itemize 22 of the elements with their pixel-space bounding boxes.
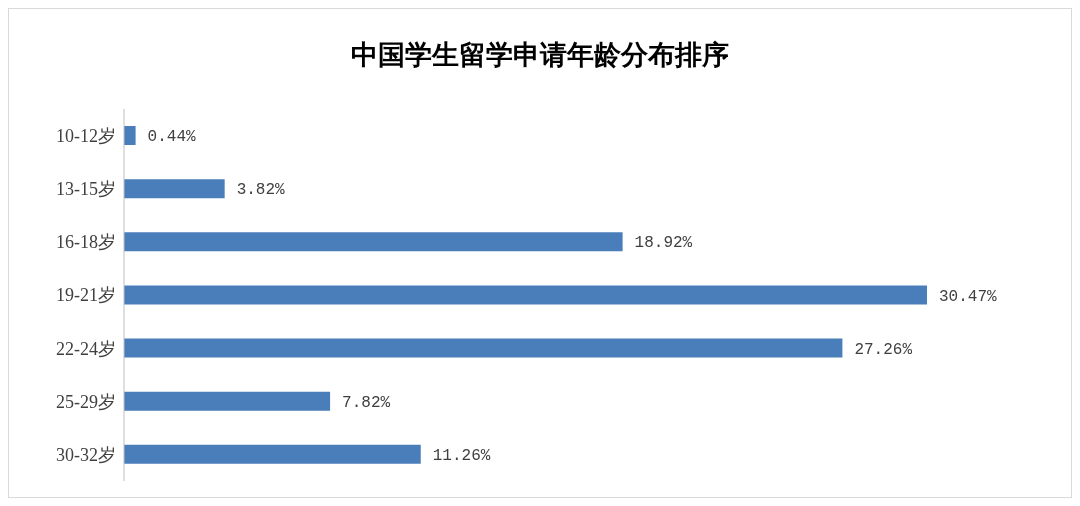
data-label: 3.82% [236, 181, 286, 200]
data-label: 7.82% [342, 393, 391, 412]
data-label: 0.44% [147, 128, 196, 147]
data-label: 11.26% [432, 447, 491, 466]
bar [124, 179, 225, 199]
chart-title: 中国学生留学申请年龄分布排序 [350, 38, 730, 72]
bar [124, 232, 623, 252]
bar [124, 338, 843, 358]
data-label: 27.26% [854, 340, 913, 359]
y-tick-label: 22-24岁 [56, 338, 116, 359]
y-tick-label: 16-18岁 [56, 232, 116, 253]
y-tick-label: 10-12岁 [56, 125, 116, 146]
y-tick-label: 30-32岁 [56, 444, 116, 465]
data-label: 30.47% [939, 287, 998, 306]
data-label: 18.92% [634, 234, 693, 253]
bar [124, 391, 331, 411]
y-tick-label: 19-21岁 [56, 285, 116, 306]
y-tick-label: 25-29岁 [56, 391, 116, 412]
y-tick-label: 13-15岁 [56, 179, 116, 200]
bar [124, 126, 136, 146]
bar [124, 285, 927, 305]
bar [124, 444, 421, 464]
